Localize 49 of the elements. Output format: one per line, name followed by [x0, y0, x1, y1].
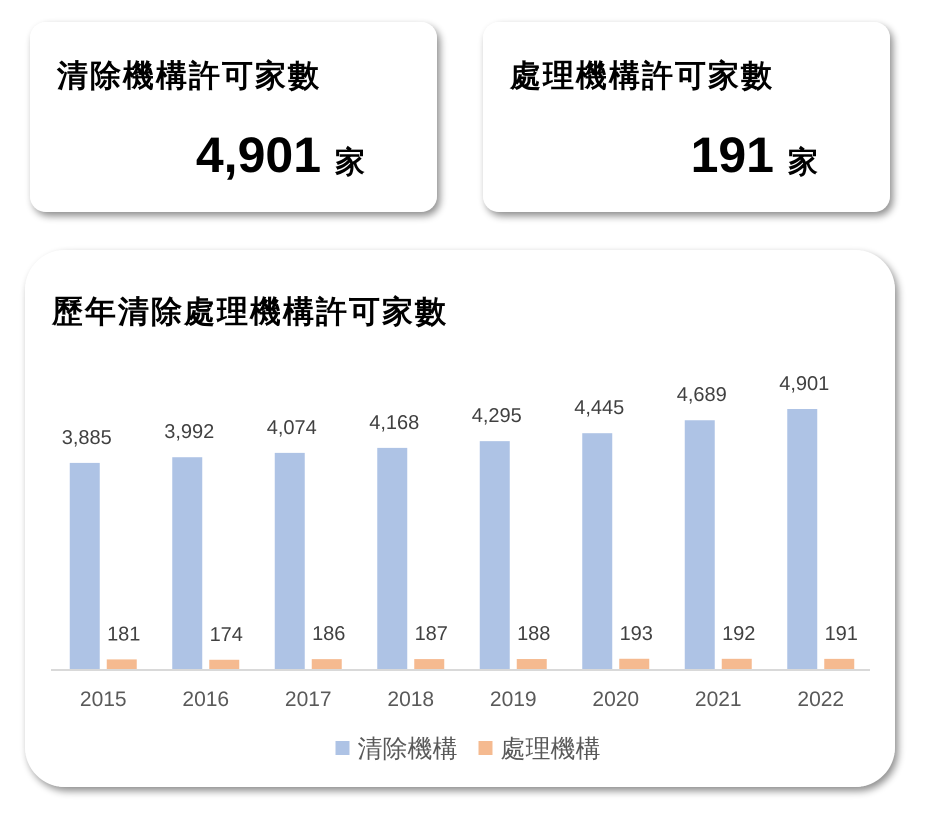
data-label: 3,992	[164, 421, 214, 444]
legend-label: 處理機構	[500, 735, 600, 763]
bar	[377, 448, 408, 669]
data-label: 191	[824, 622, 858, 645]
text: 191	[690, 127, 774, 183]
data-label: 181	[107, 623, 140, 646]
x-tick-label: 2015	[80, 688, 127, 711]
bar	[274, 452, 305, 669]
bar	[172, 457, 202, 669]
data-label: 193	[620, 622, 653, 645]
x-tick-label: 2021	[694, 688, 742, 711]
bar	[824, 658, 854, 669]
chart-title: 歷年清除處理機構許可家數	[51, 294, 448, 329]
bar	[787, 409, 818, 669]
data-label: 188	[517, 623, 550, 646]
data-label: 174	[210, 624, 243, 646]
x-tick-label: 2017	[284, 688, 332, 711]
data-label: 4,901	[779, 373, 830, 395]
bar	[582, 433, 612, 669]
data-label: 186	[312, 623, 346, 646]
bar	[619, 658, 650, 669]
bar	[312, 659, 342, 669]
bar	[516, 659, 547, 669]
bar	[414, 659, 444, 669]
bar	[722, 658, 752, 669]
x-tick-label: 2020	[592, 688, 640, 711]
text: 4,901	[196, 127, 321, 183]
data-label: 4,168	[369, 412, 420, 434]
data-label: 4,074	[266, 416, 317, 439]
bar	[480, 441, 510, 669]
x-tick-label: 2018	[387, 688, 434, 711]
text: 清除機構許可家數	[56, 58, 321, 93]
bar	[106, 659, 137, 669]
data-label: 192	[722, 622, 756, 645]
text: 家	[335, 145, 365, 179]
data-label: 4,295	[472, 405, 522, 428]
text: 家	[788, 145, 818, 179]
text: 處理機構許可家數	[509, 58, 774, 93]
bar	[70, 462, 100, 669]
bar	[684, 420, 715, 669]
data-label: 4,445	[574, 397, 624, 420]
data-label: 3,885	[62, 426, 112, 449]
x-tick-label: 2016	[182, 688, 230, 711]
bar	[209, 660, 240, 669]
data-label: 187	[414, 623, 448, 646]
legend-label: 清除機構	[358, 735, 458, 763]
x-tick-label: 2022	[797, 688, 844, 711]
data-label: 4,689	[676, 384, 727, 406]
x-tick-label: 2019	[490, 688, 537, 711]
